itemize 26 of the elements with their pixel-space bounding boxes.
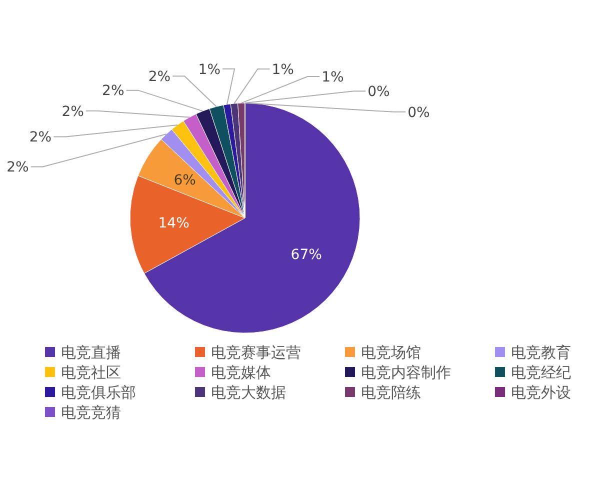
legend-label: 电竞教育 bbox=[511, 343, 571, 362]
data-label: 2% bbox=[62, 104, 84, 120]
data-label: 2% bbox=[148, 68, 171, 85]
data-label: 2% bbox=[102, 83, 124, 100]
text: 0% bbox=[408, 104, 430, 121]
legend-label: 电竞俱乐部 bbox=[61, 383, 136, 402]
data-label: 14% bbox=[158, 215, 190, 232]
legend-label: 电竞经纪 bbox=[511, 363, 571, 382]
data-label: 1% bbox=[272, 62, 294, 78]
data-label: 67% bbox=[290, 247, 322, 264]
data-label: 2% bbox=[6, 160, 29, 176]
data-label: 1% bbox=[322, 69, 344, 86]
data-label: 6% bbox=[174, 172, 196, 189]
legend-label: 电竞直播 bbox=[61, 343, 121, 362]
legend-label: 电竞大数据 bbox=[211, 383, 286, 402]
legend-label: 电竞赛事运营 bbox=[211, 343, 301, 362]
legend-label: 电竞竞猜 bbox=[61, 403, 121, 422]
legend-label: 电竞陪练 bbox=[361, 383, 421, 402]
legend-label: 电竞社区 bbox=[61, 363, 121, 382]
data-label: 2% bbox=[29, 130, 52, 146]
legend-label: 电竞外设 bbox=[511, 383, 571, 402]
text: 0% bbox=[368, 84, 390, 100]
legend-label: 电竞内容制作 bbox=[361, 363, 451, 382]
data-label: 1% bbox=[198, 62, 221, 78]
legend-label: 电竞媒体 bbox=[211, 363, 271, 382]
legend-label: 电竞场馆 bbox=[361, 343, 421, 362]
